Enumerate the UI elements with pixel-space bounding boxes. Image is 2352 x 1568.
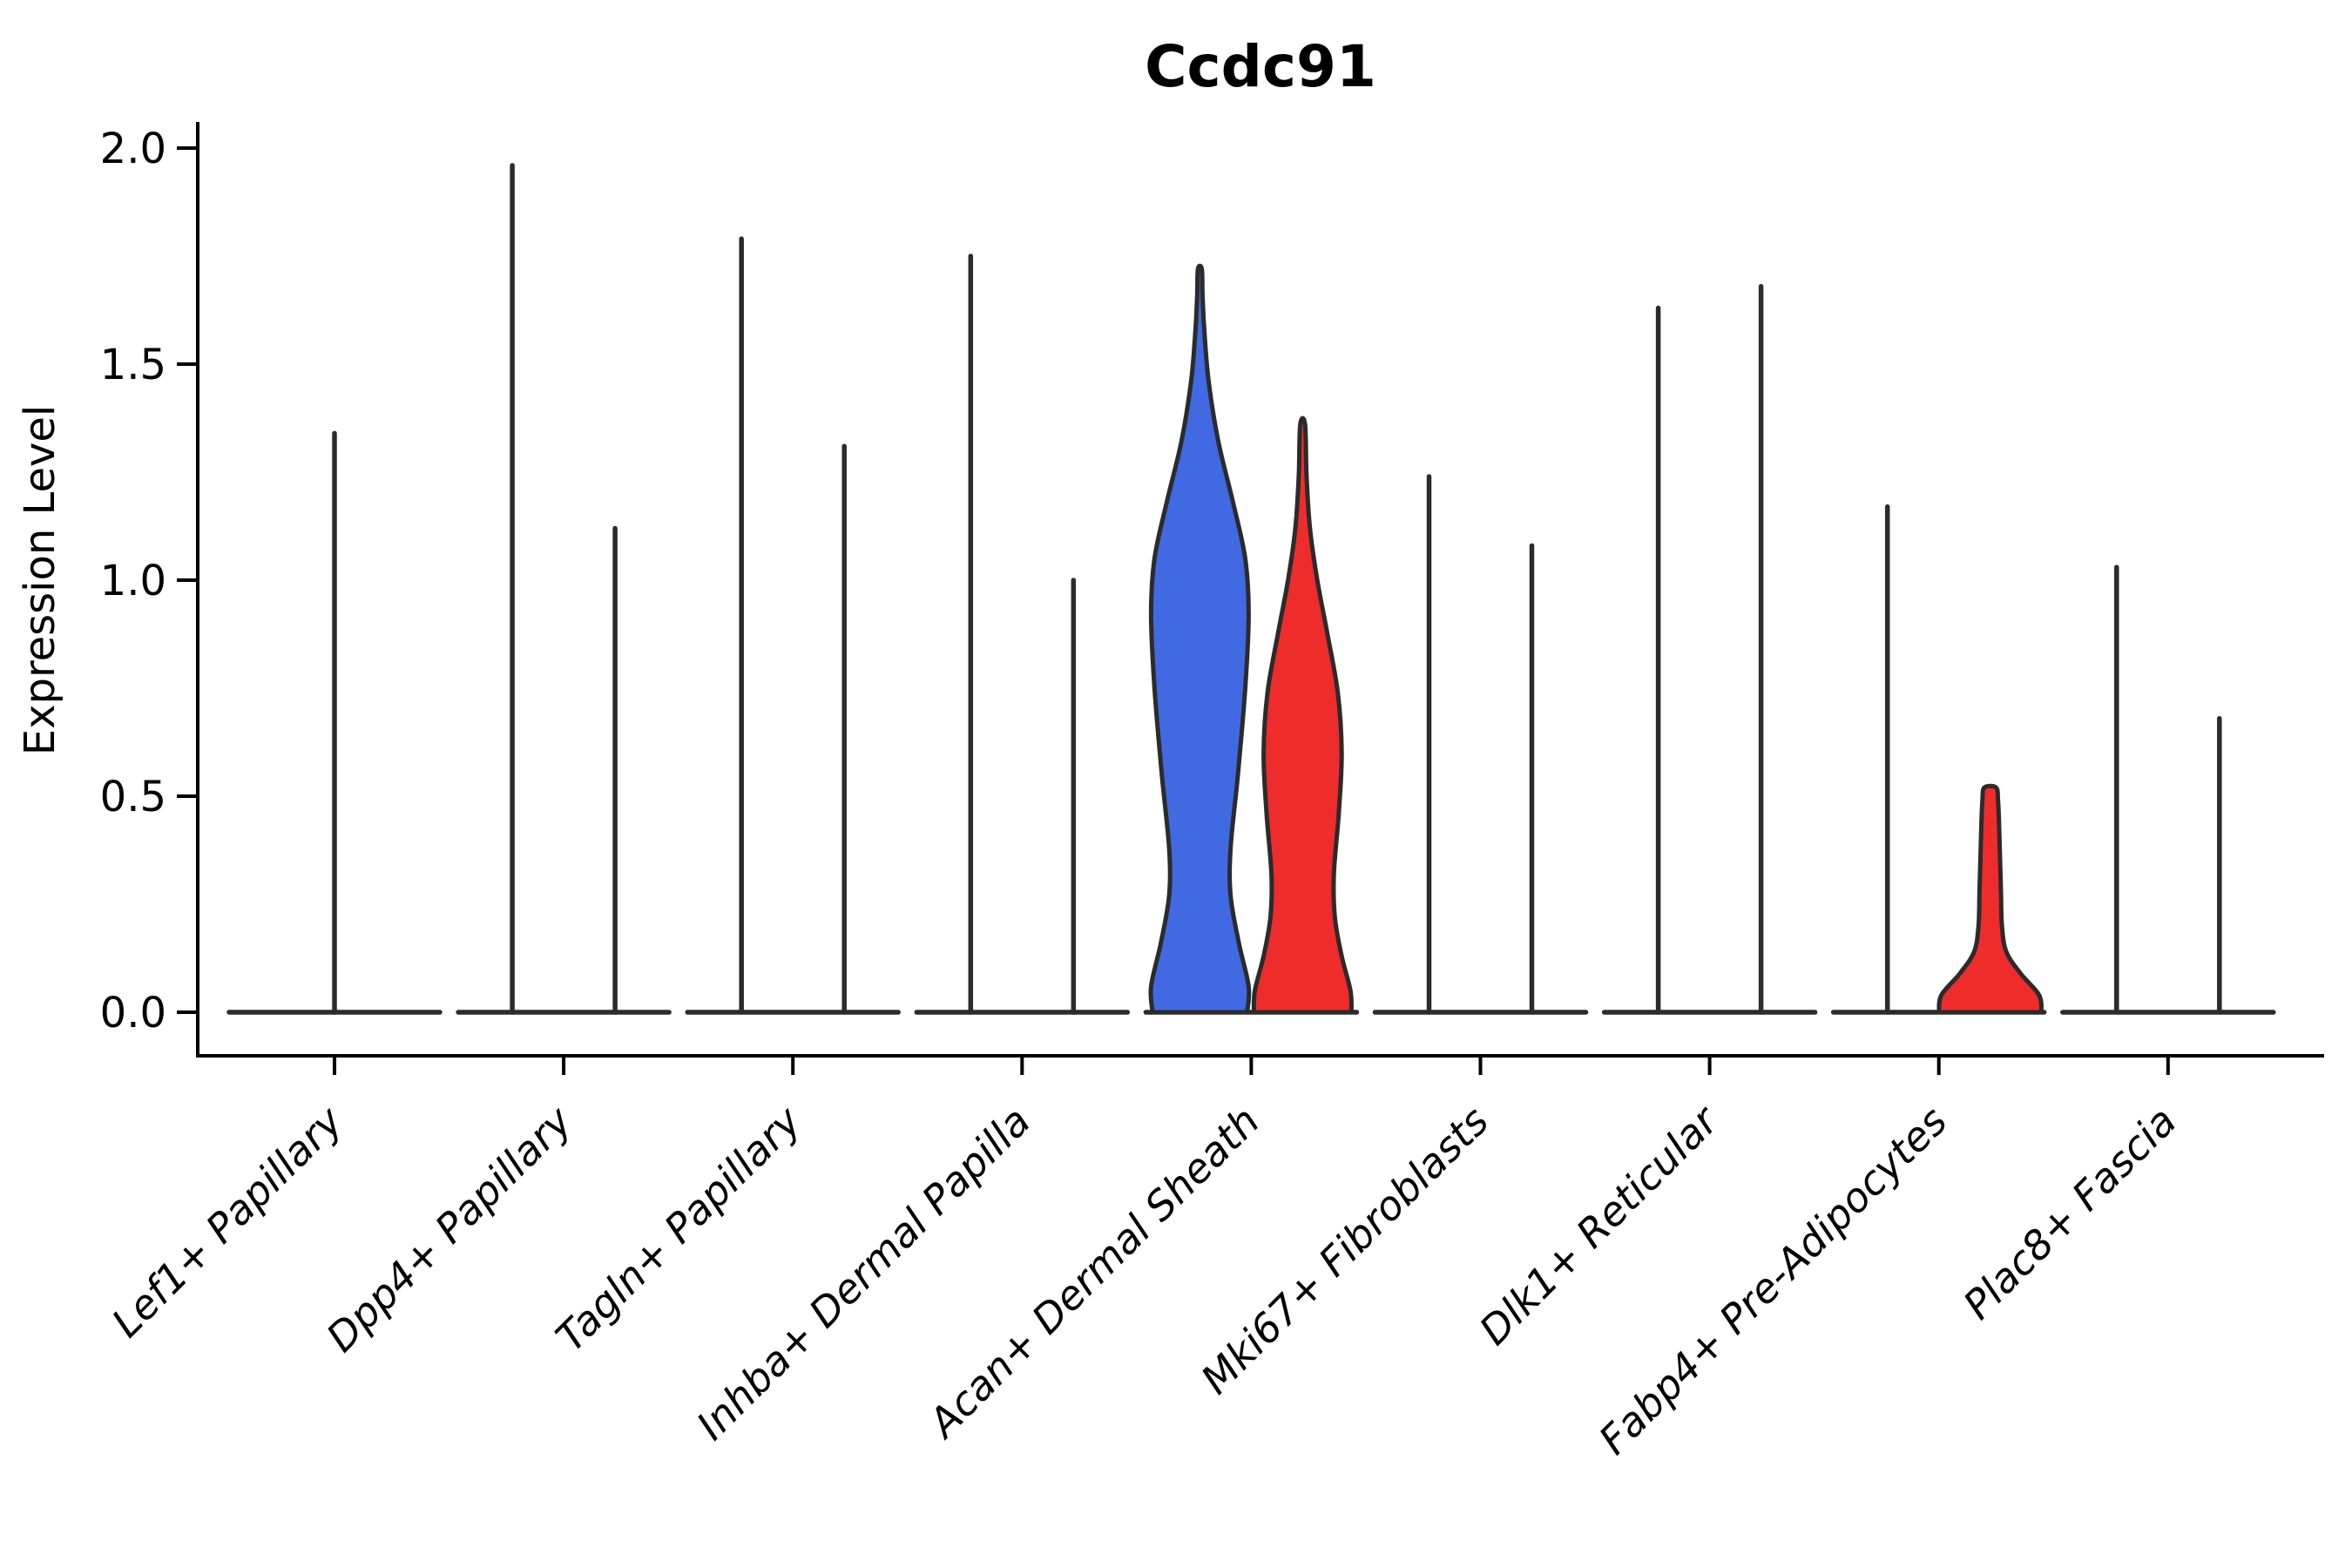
- x-tick-label: Plac8+ Fascia: [1954, 1098, 2185, 1328]
- x-tick-label: Tagln+ Papillary: [547, 1097, 811, 1361]
- y-tick-label: 2.0: [100, 125, 166, 173]
- x-tick-label: Dlk1+ Reticular: [1470, 1095, 1729, 1354]
- filled-violin-blue: [1148, 263, 1252, 1015]
- y-tick-label: 0.0: [100, 989, 166, 1037]
- y-axis-label: Expression Level: [16, 405, 64, 756]
- filled-violin-red: [1936, 783, 2044, 1015]
- filled-violin-red: [1251, 416, 1354, 1015]
- y-tick-label: 1.5: [100, 341, 166, 389]
- x-tick-label: Lef1+ Papillary: [103, 1097, 352, 1346]
- x-tick-label: Dpp4+ Papillary: [317, 1097, 581, 1361]
- chart-title: Ccdc91: [1145, 33, 1376, 100]
- y-tick-label: 1.0: [100, 557, 166, 605]
- y-tick-label: 0.5: [100, 773, 166, 821]
